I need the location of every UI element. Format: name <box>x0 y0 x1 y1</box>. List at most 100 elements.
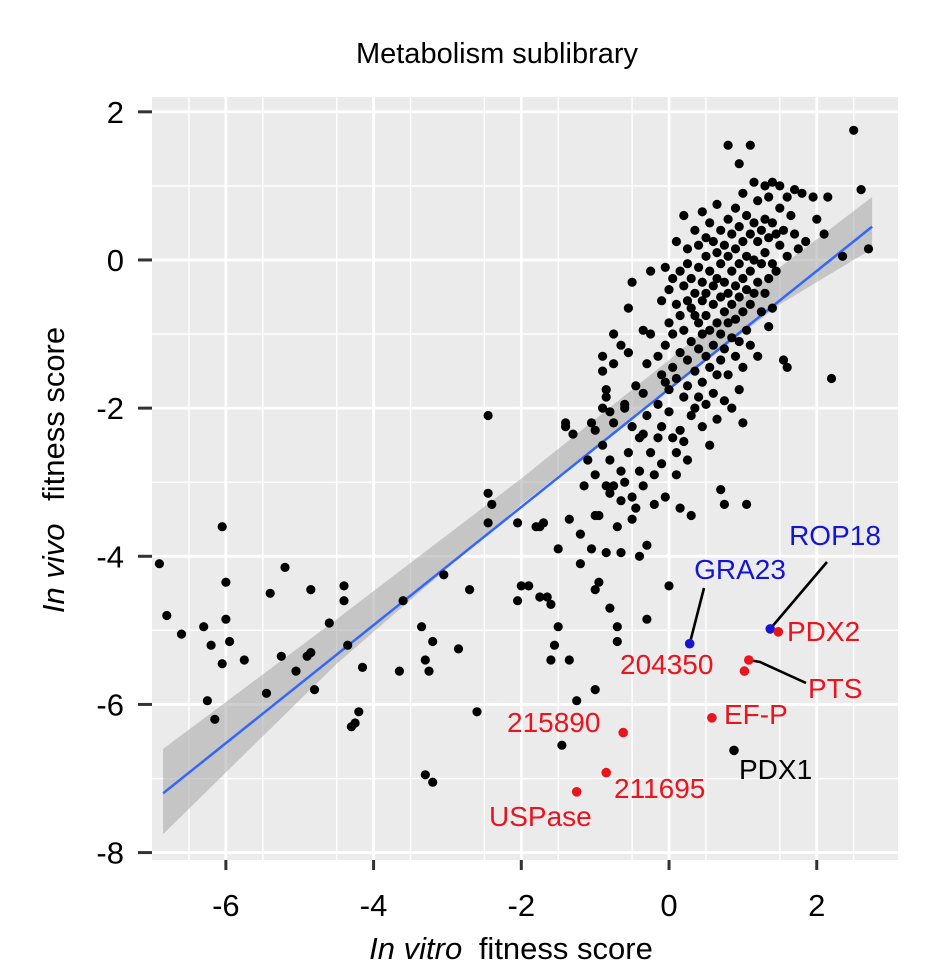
scatter-point <box>162 610 172 621</box>
scatter-point <box>723 288 733 298</box>
scatter-point <box>627 277 637 287</box>
scatter-point <box>697 207 707 217</box>
scatter-point <box>738 362 748 372</box>
scatter-point <box>712 370 722 380</box>
point-uspase <box>571 787 582 797</box>
scatter-point <box>598 403 608 413</box>
scatter-point <box>428 636 438 647</box>
scatter-point <box>679 436 689 447</box>
scatter-point <box>601 385 611 395</box>
scatter-point <box>668 362 678 372</box>
scatter-point <box>653 351 663 361</box>
scatter-point <box>730 281 741 291</box>
scatter-point <box>664 285 674 295</box>
label-efp: EF-P <box>724 699 788 730</box>
scatter-point <box>723 214 733 224</box>
confidence-ribbon <box>163 197 873 835</box>
scatter-point <box>306 648 316 658</box>
scatter-point <box>612 636 622 647</box>
highlighted-points <box>571 624 784 797</box>
scatter-point <box>682 296 693 306</box>
scatter-point <box>786 210 796 221</box>
scatter-point <box>778 355 789 365</box>
scatter-point <box>660 377 670 387</box>
scatter-point <box>660 340 670 350</box>
scatter-point <box>306 585 316 595</box>
leader-line-gra23 <box>688 587 706 645</box>
scatter-point <box>605 407 615 417</box>
scatter-point <box>708 340 718 350</box>
scatter-point <box>638 388 648 398</box>
leader-line-rop18 <box>769 561 828 630</box>
scatter-point <box>217 659 227 669</box>
scatter-point <box>564 655 574 665</box>
scatter-point <box>753 196 763 206</box>
regression-line <box>162 225 873 795</box>
scatter-point <box>767 259 778 269</box>
regression-line-group <box>162 225 873 795</box>
label-pdx2: PDX2 <box>787 616 860 647</box>
scatter-point <box>671 236 682 247</box>
scatter-point <box>745 266 755 276</box>
data-points <box>154 125 874 787</box>
scatter-point <box>660 492 670 502</box>
scatter-point <box>653 399 663 409</box>
chart-title: Metabolism sublibrary <box>356 38 639 70</box>
scatter-point <box>749 288 759 298</box>
point-pdx1 <box>729 745 739 756</box>
scatter-point <box>682 381 693 391</box>
scatter-point <box>660 262 670 272</box>
scatter-point <box>738 273 748 284</box>
scatter-point <box>206 640 216 650</box>
scatter-point <box>646 266 656 276</box>
scatter-point <box>546 655 556 665</box>
scatter-point <box>553 544 563 554</box>
scatter-point <box>265 588 275 598</box>
scatter-point <box>221 577 231 587</box>
scatter-point <box>712 318 722 328</box>
scatter-point <box>697 422 707 432</box>
scatter-point <box>483 410 493 421</box>
scatter-point <box>417 622 427 632</box>
scatter-point <box>712 414 722 424</box>
scatter-point <box>719 344 730 354</box>
scatter-point <box>753 277 763 287</box>
x-tick-label: -2 <box>508 888 536 923</box>
scatter-point <box>668 273 678 284</box>
scatter-point <box>605 603 615 613</box>
scatter-point <box>745 299 755 309</box>
scatter-point <box>756 225 767 235</box>
scatter-point <box>701 399 711 409</box>
scatter-point <box>716 292 726 302</box>
scatter-point <box>398 596 408 606</box>
scatter-point <box>697 377 707 387</box>
scatter-point <box>575 529 586 539</box>
scatter-point <box>657 422 667 432</box>
scatter-point <box>583 455 593 465</box>
scatter-point <box>738 236 748 247</box>
scatter-point <box>649 499 659 509</box>
scatter-point <box>664 581 674 591</box>
scatter-point <box>339 581 349 591</box>
scatter-point <box>675 503 685 513</box>
point-gra23 <box>684 638 695 649</box>
label-gra23: GRA23 <box>694 554 786 585</box>
scatter-point <box>730 244 741 254</box>
scatter-point <box>734 222 744 232</box>
scatter-point <box>280 562 290 573</box>
scatter-point <box>771 229 781 239</box>
scatter-point <box>590 470 600 480</box>
scatter-point <box>217 522 227 532</box>
scatter-point <box>176 629 187 639</box>
scatter-point <box>239 655 249 665</box>
point-215890 <box>618 727 628 738</box>
scatter-point <box>697 329 707 339</box>
scatter-point <box>826 373 837 384</box>
scatter-point <box>598 440 608 450</box>
scatter-point <box>745 140 755 150</box>
scatter-point <box>350 718 360 728</box>
x-axis-label: In vitro fitness score <box>369 931 653 966</box>
scatter-point <box>723 370 733 380</box>
scatter-point <box>638 325 648 335</box>
scatter-point <box>154 559 164 569</box>
